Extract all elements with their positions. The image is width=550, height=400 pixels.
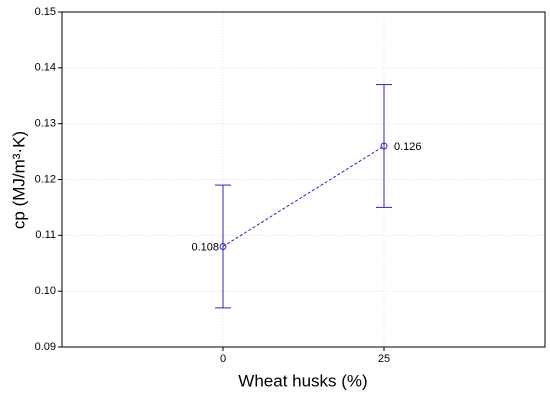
data-line <box>222 145 385 247</box>
data-label: 0.108 <box>191 241 219 253</box>
data-label: 0.126 <box>394 141 422 153</box>
data-point <box>219 243 227 250</box>
y-tick-label: 0.09 <box>35 341 56 353</box>
y-tick-label: 0.10 <box>35 285 56 297</box>
error-bar <box>376 84 392 208</box>
y-tick-label: 0.11 <box>35 229 56 241</box>
error-bar <box>215 184 231 309</box>
x-tick-label: 0 <box>220 353 226 365</box>
y-tick-label: 0.12 <box>35 173 56 185</box>
y-axis-title: cp (MJ/m³·K) <box>9 131 28 229</box>
y-tick-label: 0.13 <box>35 118 56 130</box>
y-tick-label: 0.15 <box>35 6 56 18</box>
data-point <box>380 142 388 150</box>
x-axis-title: Wheat husks (%) <box>238 371 367 390</box>
plot-frame <box>61 11 546 348</box>
x-tick-label: 25 <box>378 353 390 365</box>
y-tick-label: 0.14 <box>35 62 56 74</box>
